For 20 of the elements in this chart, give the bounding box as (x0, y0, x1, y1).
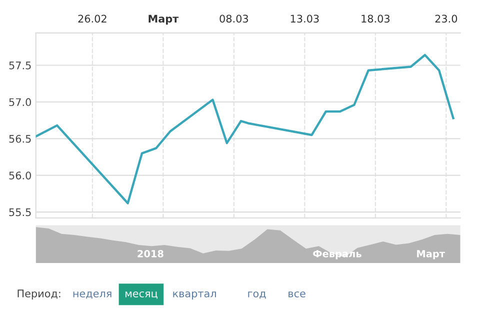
x-tick-label: 13.03 (290, 14, 319, 23)
y-tick-label: 56.0 (9, 172, 31, 180)
text: все (288, 291, 306, 298)
y-tick-label: 57.0 (9, 98, 31, 106)
line-series (36, 54, 454, 204)
text: Период: (18, 290, 60, 300)
annotation: Март (417, 250, 445, 260)
annotation: 2018 (138, 250, 164, 258)
text: месяц (125, 291, 158, 299)
x-tick-label: Март (148, 14, 179, 25)
y-tick-label: 56.5 (9, 134, 31, 143)
text: неделя (73, 291, 112, 299)
x-tick-label: 18.03 (362, 14, 390, 23)
x-tick-label: 26.02 (78, 14, 106, 23)
x-tick-label: 23.0 (435, 14, 458, 23)
y-tick-label: 55.5 (9, 208, 31, 216)
text: год (248, 291, 266, 299)
x-tick-label: 08.03 (220, 14, 248, 23)
y-tick-label: 57.5 (9, 62, 31, 70)
text: квартал (173, 291, 216, 300)
